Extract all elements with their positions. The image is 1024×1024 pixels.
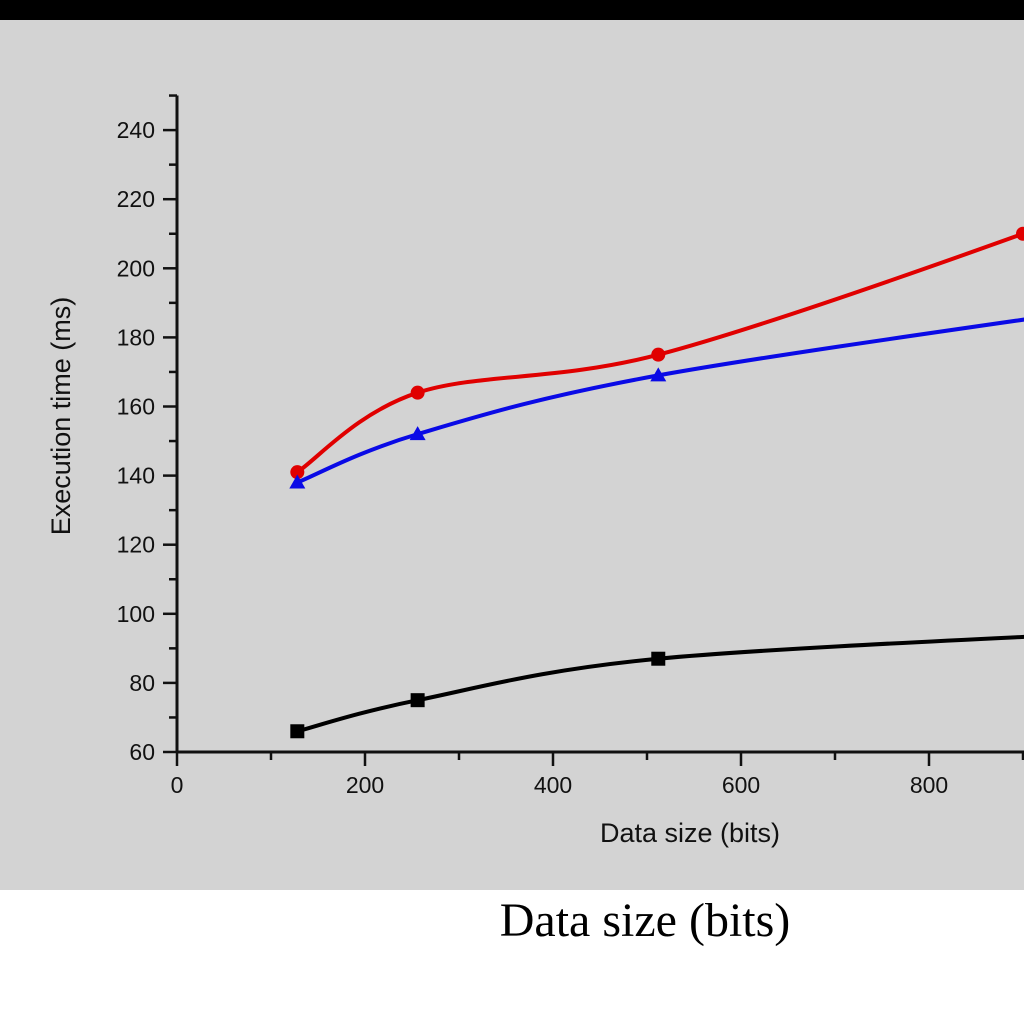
y-axis-title: Execution time (ms) [46, 297, 76, 536]
y-tick-label: 80 [129, 670, 155, 696]
data-point-1-4 [1016, 226, 1024, 241]
data-point-2-2 [409, 426, 426, 441]
data-point-1-3 [651, 347, 666, 362]
data-point-2-1 [289, 474, 306, 489]
x-tick-label: 600 [722, 772, 760, 798]
y-tick-label: 180 [117, 324, 155, 350]
y-tick-label: 160 [117, 394, 155, 420]
plot-panel: 60 80 100 120 140 160 180 200 220 240 0 200 400 600 80… [0, 20, 1024, 890]
figure-caption: Data size (bits) [499, 894, 791, 947]
series-line-1 [296, 231, 1024, 474]
series-lines [296, 231, 1024, 734]
series-markers [289, 226, 1024, 739]
line-chart: 60 80 100 120 140 160 180 200 220 240 0 200 400 600 80… [46, 94, 1024, 848]
y-tick-label: 140 [117, 463, 155, 489]
y-tick-label: 100 [117, 601, 155, 627]
axes: 60 80 100 120 140 160 180 200 220 240 0 200 400 600 80… [117, 94, 1024, 798]
data-point-3-2 [410, 693, 425, 708]
x-tick-label: 200 [346, 772, 384, 798]
y-tick-label: 60 [129, 739, 155, 765]
data-point-3-3 [651, 651, 666, 666]
top-border [0, 0, 1024, 20]
data-point-2-3 [650, 367, 667, 382]
series-line-3 [296, 634, 1024, 734]
data-point-1-1 [290, 465, 305, 480]
x-tick-label: 0 [171, 772, 184, 798]
y-tick-label: 240 [117, 117, 155, 143]
series-line-2 [296, 317, 1024, 485]
x-axis-title: Data size (bits) [600, 818, 780, 848]
x-tick-label: 400 [534, 772, 572, 798]
y-tick-label: 200 [117, 255, 155, 281]
y-tick-label: 220 [117, 186, 155, 212]
data-point-1-2 [410, 385, 425, 400]
y-tick-label: 120 [117, 532, 155, 558]
data-point-3-1 [290, 724, 305, 739]
x-tick-label: 800 [910, 772, 948, 798]
